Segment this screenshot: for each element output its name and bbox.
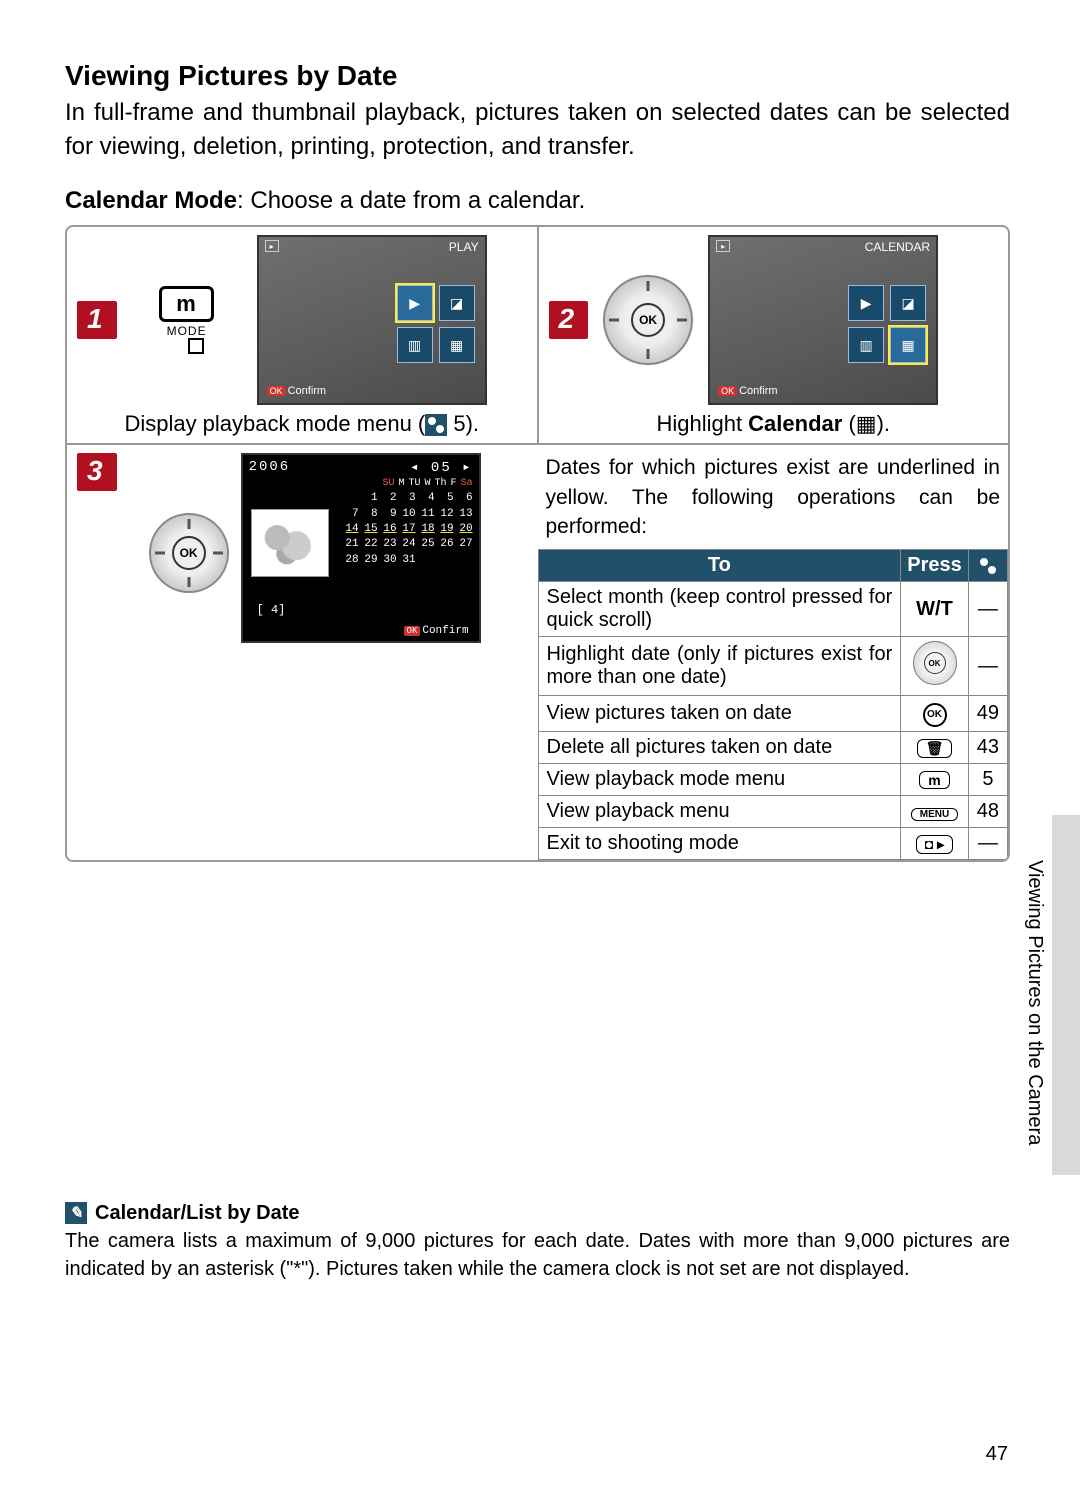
multi-selector-dial: OK	[149, 513, 229, 593]
table-cell-to: View playback menu	[538, 795, 901, 827]
side-section-label: Viewing Pictures on the Camera	[1023, 860, 1046, 1145]
mode-label-rest: : Choose a date from a calendar.	[237, 187, 585, 214]
operations-table: To Press Select month (keep control pres…	[538, 549, 1009, 860]
steps-top-row: 1 m MODE ▸ PLAY ▶ ◪ ▥ ▦	[67, 227, 1008, 445]
button-icon: m	[919, 771, 949, 789]
grid-cell-calendar-icon: ▦	[890, 327, 926, 363]
table-row: Delete all pictures taken on date 🗑 43	[538, 731, 1008, 763]
step-3-description-area: Dates for which pictures exist are under…	[538, 445, 1009, 860]
table-row: View pictures taken on date OK 49	[538, 696, 1008, 732]
steps-bottom-row: 3 OK 2006 ◂ 05 ▸ SU M TU W Th F	[67, 445, 1008, 860]
calendar-day-headers: SU M TU W Th F Sa	[249, 478, 473, 489]
lcd-title: PLAY	[449, 240, 479, 254]
ok-button-icon: OK	[923, 703, 947, 727]
table-cell-ref: 49	[968, 696, 1007, 732]
table-row: Exit to shooting mode ◘ ▸ —	[538, 827, 1008, 859]
table-cell-press: MENU	[901, 795, 969, 827]
button-icon: 🗑	[917, 739, 953, 758]
table-header-press: Press	[901, 550, 969, 582]
table-cell-ref: —	[968, 827, 1007, 859]
calendar-count: [ 4]	[257, 603, 286, 617]
table-row: View playback menu MENU 48	[538, 795, 1008, 827]
table-row: Highlight date (only if pictures exist f…	[538, 637, 1008, 696]
table-cell-to: View playback mode menu	[538, 763, 901, 795]
table-cell-press: m	[901, 763, 969, 795]
confirm-hint: OKConfirm	[267, 385, 327, 397]
step-3: 3 OK 2006 ◂ 05 ▸ SU M TU W Th F	[67, 445, 538, 860]
playback-icon: ▸	[265, 240, 279, 252]
lcd-title: CALENDAR	[865, 240, 930, 254]
table-cell-to: Highlight date (only if pictures exist f…	[538, 637, 901, 696]
table-cell-press: W/T	[901, 582, 969, 637]
calendar-year: 2006	[249, 459, 291, 476]
table-row: Select month (keep control pressed for q…	[538, 582, 1008, 637]
step-1-caption: Display playback mode menu ( 5).	[77, 411, 527, 437]
table-cell-ref: —	[968, 637, 1007, 696]
grid-cell-play-icon: ▶	[397, 285, 433, 321]
intro-text: In full-frame and thumbnail playback, pi…	[65, 96, 1010, 163]
calendar-thumbnail	[251, 509, 329, 577]
mode-button: m	[159, 286, 214, 322]
confirm-hint: OKConfirm	[404, 625, 469, 637]
section-title: Viewing Pictures by Date	[65, 60, 1010, 92]
square-button-icon	[188, 338, 204, 354]
table-cell-press: 🗑	[901, 731, 969, 763]
grid-cell: ▥	[397, 327, 433, 363]
step-2-lcd: ▸ CALENDAR ▶ ◪ ▥ ▦ OKConfirm	[708, 235, 938, 405]
grid-cell-calendar-icon: ▦	[439, 327, 475, 363]
step-3-calendar-lcd: 2006 ◂ 05 ▸ SU M TU W Th F Sa 1234567891…	[241, 453, 481, 643]
grid-cell-play-icon: ▶	[848, 285, 884, 321]
reference-icon	[977, 555, 999, 577]
note-text: The camera lists a maximum of 9,000 pict…	[65, 1227, 1010, 1283]
table-cell-press	[901, 637, 969, 696]
table-cell-ref: 43	[968, 731, 1007, 763]
mode-button-graphic: m MODE	[127, 270, 247, 370]
ok-button-icon: OK	[172, 536, 206, 570]
calendar-month-badge: ◂ 05 ▸	[410, 459, 473, 476]
note-title: ✎ Calendar/List by Date	[65, 1202, 1010, 1225]
playback-icon: ▸	[716, 240, 730, 252]
multi-selector-icon	[913, 641, 957, 685]
note-box: ✎ Calendar/List by Date The camera lists…	[65, 1202, 1010, 1283]
page-number: 47	[986, 1443, 1008, 1466]
table-header-to: To	[538, 550, 901, 582]
table-cell-press: OK	[901, 696, 969, 732]
table-cell-press: ◘ ▸	[901, 827, 969, 859]
mode-line: Calendar Mode: Choose a date from a cale…	[65, 187, 1010, 215]
side-tab	[1052, 815, 1080, 1175]
table-cell-ref: 5	[968, 763, 1007, 795]
step-2-caption: Highlight Calendar (▦).	[549, 411, 999, 437]
confirm-hint: OKConfirm	[718, 385, 778, 397]
step-1: 1 m MODE ▸ PLAY ▶ ◪ ▥ ▦	[67, 227, 537, 445]
table-cell-ref: 48	[968, 795, 1007, 827]
calendar-icon: ▦	[856, 411, 877, 436]
steps-box: 1 m MODE ▸ PLAY ▶ ◪ ▥ ▦	[65, 225, 1010, 862]
table-cell-ref: —	[968, 582, 1007, 637]
step-2: 2 OK ▸ CALENDAR ▶ ◪ ▥	[537, 227, 1009, 445]
table-cell-to: View pictures taken on date	[538, 696, 901, 732]
step-2-number: 2	[549, 301, 589, 339]
step-1-number: 1	[77, 301, 117, 339]
table-row: View playback mode menu m 5	[538, 763, 1008, 795]
button-icon: ◘ ▸	[916, 835, 953, 854]
mode-label-bold: Calendar Mode	[65, 187, 237, 214]
table-cell-to: Select month (keep control pressed for q…	[538, 582, 901, 637]
table-cell-to: Exit to shooting mode	[538, 827, 901, 859]
grid-cell: ▥	[848, 327, 884, 363]
operations-description: Dates for which pictures exist are under…	[538, 453, 1009, 549]
table-header-ref	[968, 550, 1007, 582]
step-3-number: 3	[77, 453, 117, 491]
pencil-icon: ✎	[65, 1202, 87, 1224]
grid-cell: ◪	[439, 285, 475, 321]
reference-icon	[425, 414, 447, 436]
multi-selector-dial: OK	[603, 275, 693, 365]
lcd-mode-grid: ▶ ◪ ▥ ▦	[397, 285, 475, 363]
grid-cell: ◪	[890, 285, 926, 321]
lcd-mode-grid: ▶ ◪ ▥ ▦	[848, 285, 926, 363]
button-icon: MENU	[911, 808, 958, 821]
table-cell-to: Delete all pictures taken on date	[538, 731, 901, 763]
ok-button-icon: OK	[631, 303, 665, 337]
step-1-lcd: ▸ PLAY ▶ ◪ ▥ ▦ OKConfirm	[257, 235, 487, 405]
mode-button-label: MODE	[167, 324, 207, 338]
